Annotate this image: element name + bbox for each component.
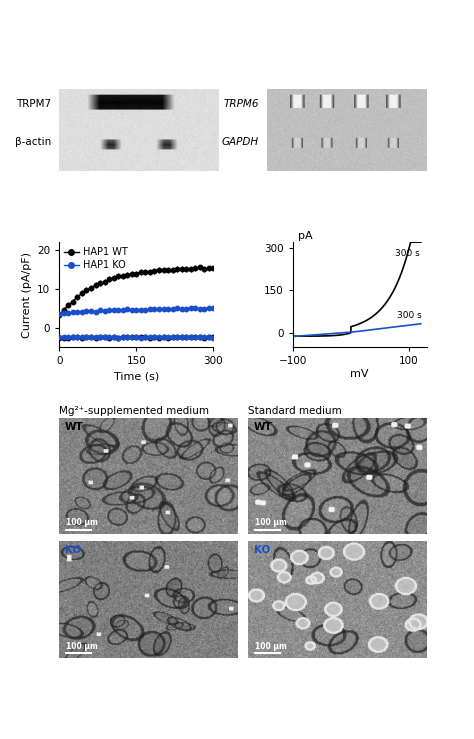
Text: TRPM7: TRPM7	[16, 98, 51, 109]
Text: WT: WT	[64, 422, 83, 432]
Text: 100 μm: 100 μm	[255, 641, 287, 651]
Legend: HAP1 WT, HAP1 KO: HAP1 WT, HAP1 KO	[64, 247, 128, 270]
Text: 300 s: 300 s	[397, 311, 422, 320]
Text: GAPDH: GAPDH	[222, 137, 259, 147]
Text: 300 s: 300 s	[395, 249, 419, 259]
Text: pA: pA	[298, 231, 312, 241]
Text: WT: WT	[254, 422, 273, 432]
Text: 100 μm: 100 μm	[255, 519, 287, 528]
Text: KO: KO	[254, 545, 270, 555]
X-axis label: mV: mV	[350, 369, 369, 379]
Text: β-actin: β-actin	[15, 137, 51, 147]
Text: Standard medium: Standard medium	[248, 406, 342, 416]
Text: TRPM6: TRPM6	[223, 98, 259, 109]
Text: 100 μm: 100 μm	[66, 641, 98, 651]
Text: KO: KO	[64, 545, 81, 555]
Text: Mg²⁺-supplemented medium: Mg²⁺-supplemented medium	[59, 406, 209, 416]
Text: 100 μm: 100 μm	[66, 519, 98, 528]
Y-axis label: Current (pA/pF): Current (pA/pF)	[21, 251, 32, 338]
X-axis label: Time (s): Time (s)	[114, 372, 159, 381]
